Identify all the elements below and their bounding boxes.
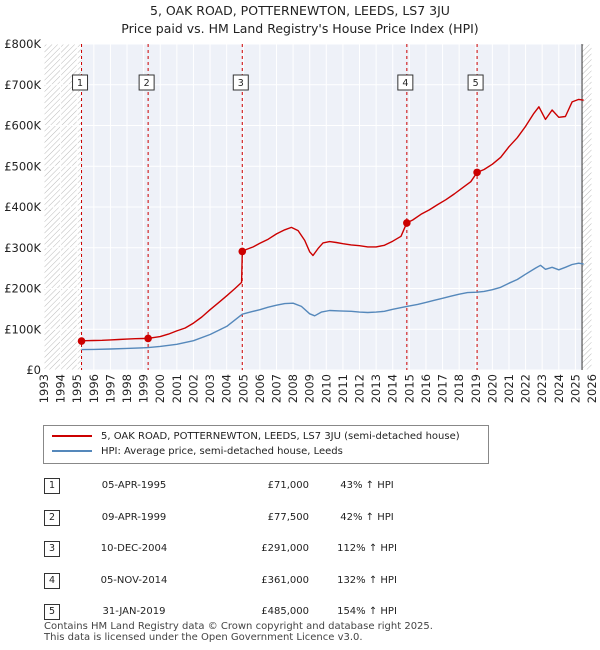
x-tick-label: 2011 [336,374,350,403]
x-tick-label: 2026 [585,374,599,403]
transaction-number: 4 [44,572,60,589]
transaction-price: £361,000 [261,574,309,586]
x-tick-label: 2007 [269,374,283,403]
y-tick-label: £100K [4,322,41,336]
transaction-number: 5 [44,604,60,620]
y-tick-label: £400K [4,200,41,214]
x-tick-label: 1999 [137,374,151,403]
sale-label-box [232,74,249,91]
x-tick-label: 2009 [303,374,317,403]
y-tick-label: £300K [4,241,41,255]
x-tick-label: 2022 [519,374,533,403]
sale-label-box [72,74,89,91]
sale-label-box [397,74,414,91]
transaction-date: 10-DEC-2004 [100,543,168,554]
x-tick-label: 2018 [452,374,466,403]
y-tick-label: £0 [26,363,41,377]
y-tick-label: £200K [4,282,41,296]
chart-title: 5, OAK ROAD, POTTERNEWTON, LEEDS, LS7 3J… [150,3,450,18]
sale-label-box [138,74,155,91]
sale-marker [238,247,247,256]
x-tick-label: 2021 [502,374,516,403]
legend-label-property: 5, OAK ROAD, POTTERNEWTON, LEEDS, LS7 3J… [101,431,460,442]
legend-label-hpi: HPI: Average price, semi-detached house,… [101,446,343,457]
transaction-price: £485,000 [261,606,309,617]
sale-label-text: 3 [238,78,244,89]
transaction-date: 31-JAN-2019 [102,606,166,617]
legend-swatch-hpi [52,450,92,452]
x-tick-label: 2003 [203,374,217,403]
x-tick-label: 2024 [552,374,566,403]
y-tick-label: £800K [4,37,41,51]
series [81,98,584,351]
legend: 5, OAK ROAD, POTTERNEWTON, LEEDS, LS7 3J… [43,425,489,464]
transaction-price: £77,500 [267,511,309,523]
chart-subtitle: Price paid vs. HM Land Registry's House … [121,21,479,36]
sale-marker [77,337,86,345]
footer-copyright: Contains HM Land Registry data © Crown c… [44,621,433,632]
transaction-hpi: 42% ↑ HPI [340,511,394,523]
footer: Contains HM Land Registry data © Crown c… [44,621,433,643]
x-tick-label: 1995 [70,374,84,403]
x-tick-label: 2019 [469,374,483,403]
x-tick-label: 2014 [386,374,400,403]
sale-marker [144,334,152,343]
hpi-line [81,262,584,351]
sale-marker [403,219,411,227]
x-tick-label: 2012 [353,374,367,403]
transaction-hpi: 154% ↑ HPI [337,606,397,617]
sale-label-box [467,74,484,91]
property-price-line [81,98,584,342]
x-tick-label: 2006 [253,374,267,403]
x-tick-label: 2001 [170,374,184,403]
transaction-hpi: 112% ↑ HPI [337,543,397,554]
transaction-number: 2 [44,509,60,526]
x-tick-label: 1996 [87,374,101,403]
sale-label-text: 1 [77,78,83,89]
x-tick-label: 2004 [220,374,234,403]
x-tick-label: 1993 [37,374,51,403]
legend-item-property: 5, OAK ROAD, POTTERNEWTON, LEEDS, LS7 3J… [52,430,460,444]
y-tick-label: £600K [4,119,41,133]
sale-date-lines [81,44,583,370]
sale-label-text: 4 [402,78,408,89]
y-tick-label: £700K [4,78,41,92]
sale-labels: 1 2 3 4 5 [72,74,484,91]
transaction-hpi: 132% ↑ HPI [337,574,397,586]
transaction-date: 05-NOV-2014 [100,574,168,586]
transaction-price: £71,000 [267,480,309,491]
transaction-hpi: 43% ↑ HPI [340,480,394,491]
transaction-number: 1 [44,478,60,494]
sale-markers [77,168,481,345]
transaction-number: 3 [44,541,60,557]
x-tick-label: 2010 [319,374,333,403]
axes: £0 £100K £200K £300K £400K £500K £600K £700K £80… [4,37,599,403]
x-tick-label: 2016 [419,374,433,403]
transaction-date: 05-APR-1995 [101,480,167,491]
sale-label-text: 5 [473,78,479,89]
transaction-date: 09-APR-1999 [101,511,167,523]
transaction-price: £291,000 [261,543,309,554]
x-tick-label: 2020 [485,374,499,403]
legend-item-hpi: HPI: Average price, semi-detached house,… [52,445,343,459]
legend-swatch-property [52,435,92,437]
x-tick-label: 2025 [568,374,582,403]
x-tick-label: 1994 [54,374,68,403]
x-tick-label: 2005 [236,374,250,403]
x-tick-label: 2002 [186,374,200,403]
y-tick-label: £500K [4,159,41,173]
sale-marker [473,168,481,177]
sale-label-text: 2 [144,78,150,89]
x-tick-label: 2017 [436,374,450,403]
x-tick-label: 2013 [369,374,383,403]
x-tick-label: 2023 [535,374,549,403]
x-tick-label: 1998 [120,374,134,403]
footer-license: This data is licensed under the Open Gov… [44,632,363,643]
price-chart: 1 2 3 4 5 £0 £100K £200K £300K £400K £500K £600K £7… [4,37,599,403]
x-tick-label: 2015 [402,374,416,403]
x-tick-label: 2000 [153,374,167,403]
x-tick-label: 2008 [286,374,300,403]
x-tick-label: 1997 [103,374,117,403]
